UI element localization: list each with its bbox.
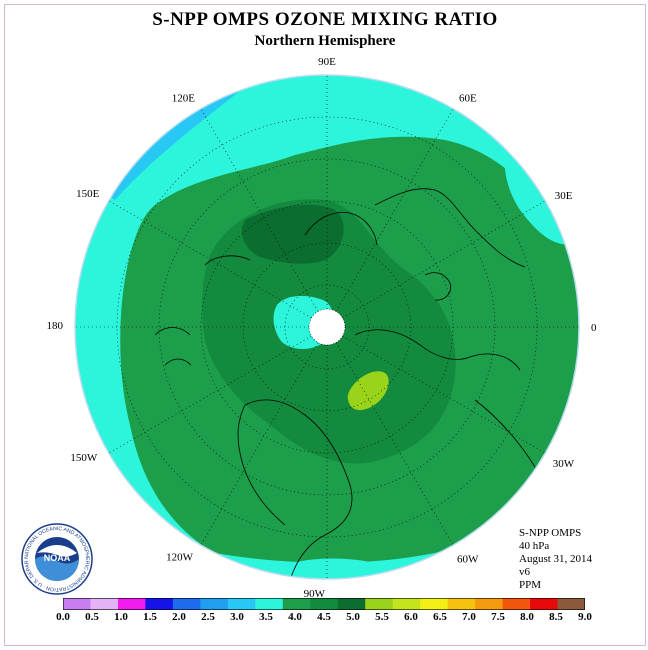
color-bar-tick-label: 9.0 (578, 611, 592, 623)
contour-bottom-3.5-4.0 (265, 558, 396, 579)
color-bar-tick-label: 3.5 (259, 611, 273, 623)
color-bar-tick-label: 2.0 (172, 611, 186, 623)
contour-3.0-3.5 (100, 75, 245, 200)
meridian-line (335, 342, 454, 546)
color-bar-tick-label: 8.5 (549, 611, 563, 623)
map-title: S-NPP OMPS OZONE MIXING RATIO (152, 9, 498, 30)
meridian-line (335, 108, 454, 312)
noaa-logo: NATIONAL OCEANIC AND ATMOSPHERIC ADMINIS… (21, 523, 93, 595)
color-bar-swatch (557, 598, 585, 610)
color-bar-swatch (172, 598, 201, 610)
meridian-line (200, 342, 319, 546)
pole-no-data (308, 308, 346, 346)
longitude-label: 120W (166, 552, 194, 564)
info-date: August 31, 2014 (519, 553, 593, 565)
contour-ne-3.5-4.0 (504, 155, 570, 245)
color-bar-ticks: 0.0 0.5 1.0 1.5 2.0 2.5 3.0 3.5 4.0 4.5 5.0 5.5 6.0 6… (5, 611, 645, 627)
meridian-line (342, 200, 546, 319)
longitude-label: 150W (70, 452, 98, 464)
color-bar-swatch (255, 598, 284, 610)
color-bar-tick-label: 0.0 (56, 611, 70, 623)
color-bar-tick-label: 4.5 (317, 611, 331, 623)
color-bar-tick-label: 2.5 (201, 611, 215, 623)
color-bar-tick-label: 4.0 (288, 611, 302, 623)
meridian-line (342, 335, 546, 454)
info-version: v6 (519, 566, 530, 578)
color-bar (63, 598, 585, 610)
color-bar-tick-label: 1.5 (143, 611, 157, 623)
longitude-label: 120E (172, 92, 196, 104)
color-bar-tick-label: 7.5 (491, 611, 505, 623)
color-bar-swatch (530, 598, 559, 610)
color-bar-swatch (337, 598, 366, 610)
color-bar-tick-label: 1.0 (114, 611, 128, 623)
map-subtitle: Northern Hemisphere (254, 33, 396, 49)
color-bar-swatch (502, 598, 531, 610)
color-bar-swatch (90, 598, 119, 610)
color-bar-tick-label: 5.5 (375, 611, 389, 623)
color-bar-swatch (392, 598, 421, 610)
color-bar-swatch (282, 598, 311, 610)
color-bar-swatch (63, 598, 91, 610)
logo-text: NOAA (44, 553, 71, 563)
longitude-label: 90W (304, 588, 326, 600)
meridian-line (108, 200, 312, 319)
color-bar-tick-label: 0.5 (85, 611, 99, 623)
figure-frame: S-NPP OMPS OZONE MIXING RATIO Northern H… (4, 4, 646, 646)
color-bar-swatch (310, 598, 339, 610)
color-bar-swatch (145, 598, 174, 610)
longitude-label: 30E (555, 190, 573, 202)
longitude-label: 180 (47, 320, 64, 332)
polar-ozone-map: 90E 60E 30E 0 30W 60W 90W 120W 150W 180 150E 120E (47, 56, 598, 600)
hemisphere-edge (74, 74, 580, 580)
color-bar-swatch (200, 598, 229, 610)
color-bar-tick-label: 6.5 (433, 611, 447, 623)
color-bar-swatch (365, 598, 394, 610)
color-bar-tick-label: 8.0 (520, 611, 534, 623)
contour-5.0-5.5 (241, 204, 344, 264)
info-level: 40 hPa (519, 540, 550, 552)
longitude-labels: 90E 60E 30E 0 30W 60W 90W 120W 150W 180 150E 120E (47, 56, 598, 600)
longitude-label: 150E (76, 188, 100, 200)
color-bar-tick-label: 7.0 (462, 611, 476, 623)
longitude-label: 60E (459, 92, 477, 104)
longitude-label: 0 (591, 322, 597, 334)
info-instrument: S-NPP OMPS (519, 527, 582, 539)
color-bar-swatch (227, 598, 256, 610)
color-bar-swatch (475, 598, 504, 610)
color-bar-tick-label: 5.0 (346, 611, 360, 623)
info-units: PPM (519, 579, 542, 591)
longitude-label: 60W (457, 554, 479, 566)
longitude-label: 90E (318, 56, 336, 68)
longitude-label: 30W (553, 458, 575, 470)
meridian-line (200, 108, 319, 312)
meridian-lines (75, 75, 579, 579)
color-bar-tick-label: 6.0 (404, 611, 418, 623)
info-block: S-NPP OMPS 40 hPa August 31, 2014 v6 PPM (519, 527, 592, 592)
meridian-line (108, 335, 312, 454)
ozone-field (75, 75, 579, 579)
color-bar-tick-label: 3.0 (230, 611, 244, 623)
color-bar-swatch (420, 598, 449, 610)
color-bar-swatch (447, 598, 476, 610)
color-bar-swatch (117, 598, 146, 610)
